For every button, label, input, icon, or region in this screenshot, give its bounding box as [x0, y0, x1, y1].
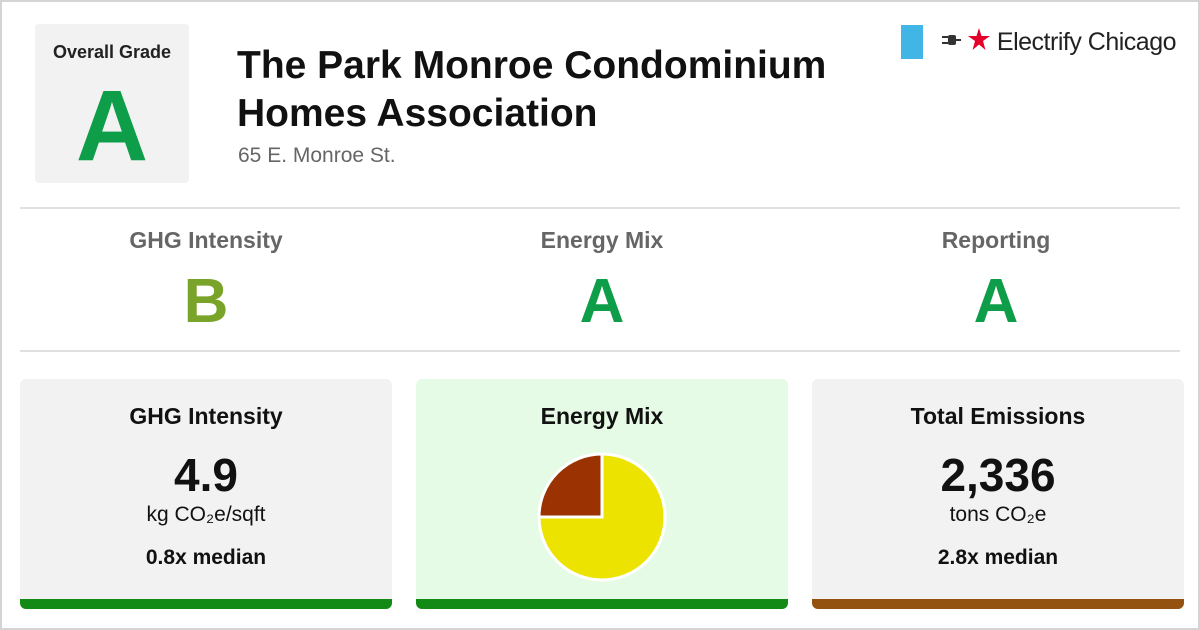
pie-slice-1	[537, 452, 604, 519]
card-status-bar	[20, 599, 392, 609]
chicago-flag-icon	[900, 25, 923, 59]
total-emissions-value: 2,336	[940, 449, 1056, 501]
card-title: Total Emissions	[910, 403, 1086, 429]
overall-grade-label: Overall Grade	[52, 42, 172, 62]
energy-mix-pie-chart	[537, 452, 667, 582]
divider-top	[20, 207, 1180, 209]
subgrade-value: A	[579, 267, 625, 336]
subgrade-value: B	[183, 267, 229, 336]
divider-middle	[20, 350, 1180, 352]
subgrade-reporting: Reporting A	[810, 227, 1182, 338]
overall-grade-value: A	[75, 70, 149, 182]
ghg-intensity-value: 4.9	[174, 449, 238, 501]
plug-icon	[939, 32, 961, 53]
card-status-bar	[812, 599, 1184, 609]
card-status-bar	[416, 599, 788, 609]
ghg-intensity-median: 0.8x median	[145, 546, 267, 569]
total-emissions-unit: tons CO₂e	[949, 503, 1047, 526]
ghg-intensity-unit: kg CO₂e/sqft	[146, 503, 266, 526]
subgrade-label: Energy Mix	[540, 227, 664, 253]
subgrade-label: Reporting	[941, 227, 1051, 253]
brand-name: Electrify Chicago	[996, 27, 1177, 56]
building-address: 65 E. Monroe St.	[238, 144, 396, 167]
total-emissions-card: Total Emissions 2,336 tons CO₂e 2.8x med…	[812, 379, 1184, 609]
brand-logo[interactable]: Electrify Chicago	[900, 24, 1177, 60]
energy-mix-card: Energy Mix	[416, 379, 788, 609]
overall-grade-box: Overall Grade A	[35, 24, 189, 183]
total-emissions-median: 2.8x median	[937, 546, 1059, 569]
card-title: Energy Mix	[540, 403, 664, 429]
subgrade-energy-mix: Energy Mix A	[416, 227, 788, 338]
building-title: The Park Monroe Condominium Homes Associ…	[237, 44, 827, 135]
red-star-icon	[967, 27, 991, 57]
subgrade-ghg-intensity: GHG Intensity B	[20, 227, 392, 338]
ghg-intensity-card: GHG Intensity 4.9 kg CO₂e/sqft 0.8x medi…	[20, 379, 392, 609]
card-title: GHG Intensity	[129, 403, 283, 429]
subgrade-label: GHG Intensity	[129, 227, 283, 253]
subgrade-value: A	[973, 267, 1019, 336]
